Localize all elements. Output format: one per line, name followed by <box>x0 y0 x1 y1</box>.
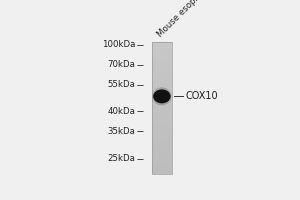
Bar <box>152 123 172 125</box>
Bar <box>152 78 172 80</box>
Bar <box>152 169 172 171</box>
Ellipse shape <box>152 87 172 105</box>
Bar <box>152 95 172 96</box>
Bar <box>152 136 172 138</box>
Text: 100kDa: 100kDa <box>102 40 136 49</box>
Bar <box>152 53 172 55</box>
Bar <box>152 143 172 145</box>
Bar <box>152 86 172 88</box>
Bar <box>152 103 172 105</box>
Bar <box>152 62 172 63</box>
Bar <box>152 105 172 106</box>
Bar <box>152 45 172 47</box>
Bar <box>152 65 172 67</box>
Bar <box>152 149 172 151</box>
Bar <box>152 124 172 126</box>
Bar <box>152 48 172 50</box>
Bar <box>152 129 172 131</box>
Bar <box>152 98 172 100</box>
Bar <box>152 131 172 133</box>
Bar <box>152 121 172 123</box>
Bar <box>152 168 172 169</box>
Bar <box>152 100 172 101</box>
Bar <box>152 158 172 159</box>
Bar <box>152 171 172 173</box>
Text: Mouse esophagus: Mouse esophagus <box>155 0 217 39</box>
Bar <box>152 50 172 52</box>
Bar <box>152 153 172 154</box>
Bar <box>152 120 172 121</box>
Bar <box>152 159 172 161</box>
Bar <box>152 63 172 65</box>
Bar <box>152 96 172 98</box>
Bar <box>152 172 172 174</box>
Bar <box>152 93 172 95</box>
Bar <box>152 68 172 70</box>
Bar <box>152 85 172 87</box>
Bar <box>152 166 172 168</box>
Bar <box>152 115 172 116</box>
Bar <box>152 133 172 135</box>
Bar <box>152 134 172 136</box>
Bar <box>152 108 172 110</box>
Bar <box>152 118 172 120</box>
Bar <box>152 128 172 130</box>
Bar <box>152 163 172 164</box>
Bar <box>152 111 172 113</box>
Bar <box>152 90 172 92</box>
Bar <box>152 106 172 108</box>
Bar <box>152 52 172 53</box>
Bar <box>152 58 172 60</box>
Bar <box>152 81 172 83</box>
Text: 25kDa: 25kDa <box>108 154 136 163</box>
Bar <box>152 83 172 85</box>
Bar <box>152 70 172 72</box>
Bar <box>152 161 172 163</box>
Bar <box>152 154 172 156</box>
Bar <box>152 113 172 115</box>
Bar <box>152 55 172 57</box>
Bar <box>152 42 172 174</box>
Bar <box>152 80 172 82</box>
Bar <box>152 116 172 118</box>
Text: 70kDa: 70kDa <box>108 60 136 69</box>
Bar <box>152 144 172 146</box>
Text: COX10: COX10 <box>185 91 218 101</box>
Bar <box>152 151 172 153</box>
Bar <box>152 141 172 143</box>
Bar <box>152 67 172 68</box>
Text: 40kDa: 40kDa <box>108 107 136 116</box>
Bar <box>152 156 172 158</box>
Bar <box>152 110 172 111</box>
Bar <box>152 42 172 44</box>
Bar <box>152 76 172 78</box>
Bar <box>152 47 172 48</box>
Bar <box>152 139 172 141</box>
Bar <box>152 75 172 77</box>
Bar <box>152 146 172 148</box>
Bar <box>152 101 172 103</box>
Bar <box>152 60 172 62</box>
Bar <box>152 88 172 90</box>
Bar <box>152 126 172 128</box>
Text: 35kDa: 35kDa <box>108 127 136 136</box>
Bar <box>152 72 172 73</box>
Bar <box>152 73 172 75</box>
Bar <box>152 138 172 140</box>
Bar <box>152 164 172 166</box>
Bar <box>152 148 172 149</box>
Bar <box>152 57 172 58</box>
Bar <box>152 43 172 45</box>
Text: 55kDa: 55kDa <box>108 80 136 89</box>
Bar <box>152 91 172 93</box>
Ellipse shape <box>153 89 171 103</box>
